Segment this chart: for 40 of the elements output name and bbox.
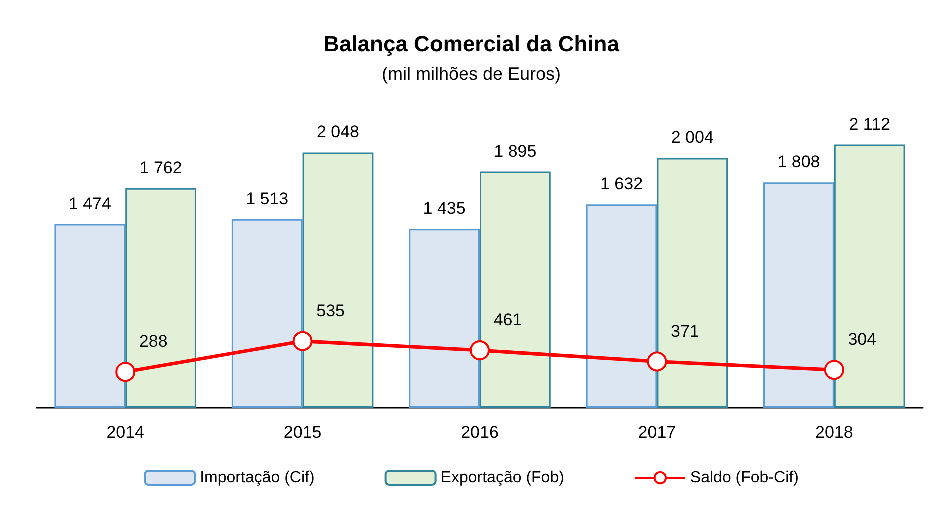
data-label: 288 [139,332,168,352]
bar [302,152,374,408]
data-label: 2 112 [849,114,890,134]
bar [657,158,728,408]
legend-label: Importação (Cif) [200,470,315,486]
legend-label: Saldo (Fob-Cif) [690,470,799,486]
data-label: 1 632 [600,174,644,194]
chart-subtitle: (mil milhões de Euros) [382,64,562,84]
data-label: 2 048 [316,122,360,142]
point [470,340,490,361]
chart-title: Balança Comercial da China [324,32,620,56]
data-label: 535 [316,301,345,320]
bar [480,172,551,408]
bar [409,229,480,408]
bar [232,219,303,408]
data-label: 1 474 [68,194,112,214]
bar [586,204,658,408]
data-label: 1 808 [778,152,820,172]
point [824,360,844,380]
data-label: 461 [494,310,522,330]
x-tick-label: 2017 [638,423,676,442]
x-tick-label: 2018 [815,423,854,442]
point [292,331,313,352]
data-label: 371 [671,322,700,341]
x-tick-label: 2015 [284,423,322,442]
data-label: 2 004 [671,128,714,148]
point [116,362,136,382]
x-tick-label: 2014 [106,423,145,442]
bar [126,188,196,408]
legend-label: Exportação (Fob) [440,470,564,486]
data-label: 1 513 [246,189,289,208]
bar [834,144,906,408]
x-tick-label: 2016 [461,423,499,442]
bar [54,224,126,408]
point [647,352,668,372]
data-label: 1 762 [140,158,182,178]
data-label: 1 895 [494,142,537,161]
data-label: 304 [848,330,877,350]
data-label: 1 435 [423,199,466,218]
bar [764,182,834,408]
